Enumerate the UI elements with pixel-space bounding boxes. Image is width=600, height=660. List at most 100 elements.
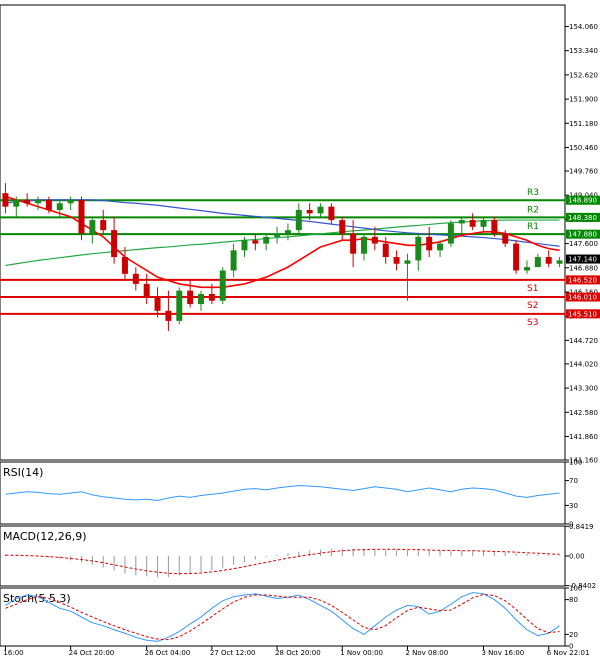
macd-y-tick-label: 0.00 [569,553,585,561]
main-y-tick-label: 154.060 [569,23,598,31]
main-y-tick-label: 147.600 [569,240,598,248]
x-tick-label: 28 Oct 20:00 [275,649,321,657]
x-tick-label: 26 Oct 04:00 [145,649,191,657]
candle-body [447,223,454,244]
candle-body [469,220,476,227]
candle-body [187,290,194,305]
candle-body [426,236,433,251]
level-price-tag-s1 [566,275,600,285]
main-y-tick-label: 144.720 [569,337,598,345]
main-y-tick-label: 142.580 [569,409,598,417]
main-y-tick-label: 150.460 [569,144,598,152]
candle-body [198,293,204,305]
candle-body [132,273,139,284]
level-price-tag-r2 [566,212,600,222]
main-y-tick-label: 149.040 [569,192,598,200]
level-price-label-r1: 147.880 [568,231,597,239]
rsi-y-tick-label: 0 [569,521,573,529]
candle-body [230,250,237,271]
x-tick-label: 24 Oct 20:00 [69,649,115,657]
candle-body [263,236,270,244]
level-price-tag-s3 [566,309,600,319]
candle-body [154,297,161,311]
rsi-label: RSI(14) [3,466,43,479]
level-price-label-r3: 148.890 [568,197,597,205]
candle-body [219,270,226,301]
candle-body [480,220,487,227]
ma-slow-line [5,199,560,247]
candle-body [274,233,281,237]
pane-rsi [0,461,566,525]
level-name-r1: R1 [527,222,539,232]
main-y-tick-label: 146.880 [569,264,598,272]
candle-body [56,203,63,210]
level-name-r2: R2 [527,205,539,215]
level-price-label-s2: 146.010 [568,294,597,302]
candle-body [502,233,509,244]
main-y-tick-label: 153.340 [569,47,598,55]
level-price-label-r2: 148.380 [568,214,597,222]
main-y-tick-label: 144.020 [569,360,598,368]
current-price-tag [566,254,600,264]
candle-body [513,243,520,271]
main-y-tick-label: 151.900 [569,96,598,104]
stoch-y-tick-label: 20 [569,631,578,639]
current-price-label: 147.140 [568,256,597,264]
candle-body [361,236,367,254]
candle-body [111,230,118,258]
level-price-tag-r3 [566,195,600,205]
candle-body [556,260,563,264]
candle-body [404,260,411,264]
rsi-line [5,485,560,501]
main-y-tick-label: 141.160 [569,457,598,465]
main-y-tick-label: 151.180 [569,120,598,128]
candle-body [100,220,107,231]
candle-body [2,193,9,207]
candle-body [24,199,31,204]
candle-body [143,283,150,298]
candle-body [13,199,20,207]
stoch-d-line [5,593,560,641]
candle-body [89,220,96,234]
candle-body [415,236,422,261]
level-name-s2: S2 [527,301,538,311]
level-price-label-s1: 146.520 [568,276,597,284]
stoch-k-line [5,592,560,642]
candle-body [523,267,530,271]
candle-body [176,290,183,321]
candle-body [393,257,400,264]
pane-stoch [0,587,566,647]
x-tick-label: 27 Oct 12:00 [210,649,256,657]
candle-body [371,236,378,244]
candle-body [78,199,85,234]
candle-body [121,257,128,274]
level-name-r3: R3 [527,188,539,198]
macd-signal-line [5,548,560,575]
candle-body [165,310,172,321]
candle-body [284,230,291,234]
candle-body [317,206,324,214]
x-tick-label: 3 Nov 16:00 [482,649,525,657]
main-y-tick-label: 141.860 [569,433,598,441]
x-tick-label: 1 Nov 00:00 [340,649,383,657]
x-tick-label: 2 Nov 08:00 [405,649,448,657]
rsi-y-tick-label: 30 [569,502,578,510]
candle-body [328,206,335,221]
main-y-tick-label: 143.300 [569,385,598,393]
level-price-label-s3: 145.510 [568,310,597,318]
level-price-tag-s2 [566,292,600,302]
main-y-tick-label: 152.620 [569,71,598,79]
ma-long-line [5,219,560,267]
candle-body [458,220,465,224]
level-name-s1: S1 [527,284,538,294]
rsi-y-tick-label: 70 [569,477,578,485]
candle-body [306,209,313,214]
stoch-y-tick-label: 80 [569,596,578,604]
candle-body [45,199,52,210]
candle-body [67,199,74,204]
candle-body [382,243,389,258]
main-y-tick-label: 149.760 [569,168,598,176]
x-tick-label: 16:00 [3,649,23,657]
level-price-tag-r1 [566,229,600,239]
